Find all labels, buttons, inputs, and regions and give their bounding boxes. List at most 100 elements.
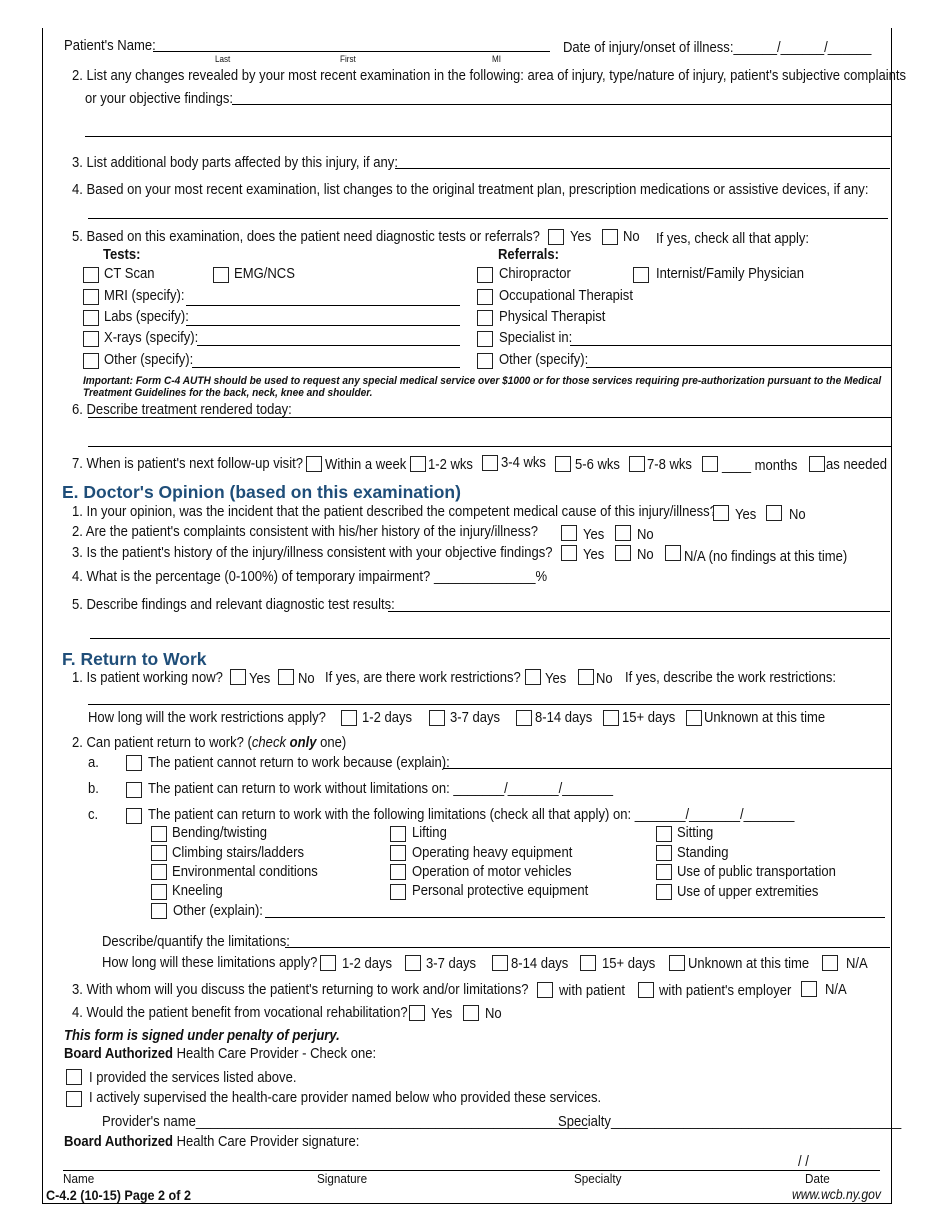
upper-extremities-checkbox[interactable] bbox=[656, 884, 672, 900]
q6-field-2[interactable] bbox=[88, 446, 892, 447]
lim-3-7-days-checkbox[interactable] bbox=[405, 955, 421, 971]
5-6-wks-checkbox[interactable] bbox=[555, 456, 571, 472]
tests-other-field[interactable] bbox=[192, 367, 460, 368]
public-transport-checkbox[interactable] bbox=[656, 864, 672, 880]
lim-na-checkbox[interactable] bbox=[822, 955, 838, 971]
voc-rehab-yes-checkbox[interactable] bbox=[409, 1005, 425, 1021]
signature-line[interactable] bbox=[63, 1170, 880, 1171]
with-patient-checkbox[interactable] bbox=[537, 982, 553, 998]
referrals-other-field[interactable] bbox=[586, 367, 892, 368]
q4-field[interactable] bbox=[88, 218, 888, 219]
supervised-checkbox[interactable] bbox=[66, 1091, 82, 1107]
lifting-checkbox[interactable] bbox=[390, 826, 406, 842]
signature-date-field[interactable]: / / bbox=[798, 1154, 809, 1170]
sitting-checkbox[interactable] bbox=[656, 826, 672, 842]
f-q1-text: 1. Is patient working now? bbox=[72, 670, 223, 686]
mri-field[interactable] bbox=[186, 305, 460, 306]
option-a-text: The patient cannot return to work becaus… bbox=[148, 755, 450, 771]
motor-vehicles-checkbox[interactable] bbox=[390, 864, 406, 880]
xrays-field[interactable] bbox=[197, 345, 460, 346]
restrictions-field[interactable] bbox=[88, 704, 890, 705]
q6-field[interactable] bbox=[88, 417, 892, 418]
e-q3-no-checkbox[interactable] bbox=[615, 545, 631, 561]
kneeling-checkbox[interactable] bbox=[151, 884, 167, 900]
lim-8-14-days-checkbox[interactable] bbox=[492, 955, 508, 971]
chiropractor-checkbox[interactable] bbox=[477, 267, 493, 283]
q2-field[interactable] bbox=[232, 104, 892, 105]
q2-field-2[interactable] bbox=[85, 136, 892, 137]
ct-scan-checkbox[interactable] bbox=[83, 267, 99, 283]
provided-services-checkbox[interactable] bbox=[66, 1069, 82, 1085]
voc-rehab-no-checkbox[interactable] bbox=[463, 1005, 479, 1021]
e-q3-na-checkbox[interactable] bbox=[665, 545, 681, 561]
physical-therapist-checkbox[interactable] bbox=[477, 310, 493, 326]
q5-yes-checkbox[interactable] bbox=[548, 229, 564, 245]
specialist-field[interactable] bbox=[570, 345, 892, 346]
restr-1-2-days-checkbox[interactable] bbox=[341, 710, 357, 726]
date-of-injury-field[interactable]: Date of injury/onset of illness:______/_… bbox=[563, 40, 872, 56]
within-week-checkbox[interactable] bbox=[306, 456, 322, 472]
climbing-checkbox[interactable] bbox=[151, 845, 167, 861]
provider-name-field[interactable]: Provider's name_________________________… bbox=[102, 1114, 588, 1130]
motor-vehicles-label: Operation of motor vehicles bbox=[412, 864, 572, 880]
labs-field[interactable] bbox=[186, 325, 460, 326]
important-note: Important: Form C-4 AUTH should be used … bbox=[83, 375, 882, 387]
other-explain-checkbox[interactable] bbox=[151, 903, 167, 919]
restr-15-days-checkbox[interactable] bbox=[603, 710, 619, 726]
option-c-checkbox[interactable] bbox=[126, 808, 142, 824]
q3-field[interactable] bbox=[395, 168, 890, 169]
e-q5-field-2[interactable] bbox=[90, 638, 890, 639]
working-yes-checkbox[interactable] bbox=[230, 669, 246, 685]
restr-3-7-days-checkbox[interactable] bbox=[429, 710, 445, 726]
mri-checkbox[interactable] bbox=[83, 289, 99, 305]
lim-1-2-days-checkbox[interactable] bbox=[320, 955, 336, 971]
with-employer-checkbox[interactable] bbox=[638, 982, 654, 998]
restr-unknown-checkbox[interactable] bbox=[686, 710, 702, 726]
restrictions-no-checkbox[interactable] bbox=[578, 669, 594, 685]
tests-other-checkbox[interactable] bbox=[83, 353, 99, 369]
e-q1-no-checkbox[interactable] bbox=[766, 505, 782, 521]
1-2-wks-checkbox[interactable] bbox=[410, 456, 426, 472]
restr-8-14-days-checkbox[interactable] bbox=[516, 710, 532, 726]
form-id: C-4.2 (10-15) Page 2 of 2 bbox=[46, 1187, 191, 1203]
working-no-checkbox[interactable] bbox=[278, 669, 294, 685]
standing-checkbox[interactable] bbox=[656, 845, 672, 861]
e-q3-yes-checkbox[interactable] bbox=[561, 545, 577, 561]
restrictions-yes-checkbox[interactable] bbox=[525, 669, 541, 685]
option-a-field[interactable] bbox=[443, 768, 892, 769]
occupational-therapist-checkbox[interactable] bbox=[477, 289, 493, 305]
e-q1-yes-checkbox[interactable] bbox=[713, 505, 729, 521]
months-checkbox[interactable] bbox=[702, 456, 718, 472]
specialty-field[interactable]: Specialty_______________________________… bbox=[558, 1114, 902, 1130]
ct-scan-label: CT Scan bbox=[104, 266, 155, 282]
describe-limitations-field[interactable] bbox=[285, 947, 890, 948]
e-q2-no-checkbox[interactable] bbox=[615, 525, 631, 541]
lim-15-days-checkbox[interactable] bbox=[580, 955, 596, 971]
ppe-checkbox[interactable] bbox=[390, 884, 406, 900]
as-needed-checkbox[interactable] bbox=[809, 456, 825, 472]
labs-checkbox[interactable] bbox=[83, 310, 99, 326]
option-a-checkbox[interactable] bbox=[126, 755, 142, 771]
heavy-equipment-checkbox[interactable] bbox=[390, 845, 406, 861]
environmental-checkbox[interactable] bbox=[151, 864, 167, 880]
referrals-other-checkbox[interactable] bbox=[477, 353, 493, 369]
lim-unknown-checkbox[interactable] bbox=[669, 955, 685, 971]
xrays-checkbox[interactable] bbox=[83, 331, 99, 347]
chiropractor-label: Chiropractor bbox=[499, 266, 571, 282]
emg-ncs-checkbox[interactable] bbox=[213, 267, 229, 283]
other-explain-field[interactable] bbox=[265, 917, 885, 918]
specialist-checkbox[interactable] bbox=[477, 331, 493, 347]
option-b-checkbox[interactable] bbox=[126, 782, 142, 798]
7-8-wks-checkbox[interactable] bbox=[629, 456, 645, 472]
internist-checkbox[interactable] bbox=[633, 267, 649, 283]
q5-no-checkbox[interactable] bbox=[602, 229, 618, 245]
website-link[interactable]: www.wcb.ny.gov bbox=[792, 1187, 881, 1202]
e-q2-yes-checkbox[interactable] bbox=[561, 525, 577, 541]
e-q5-field[interactable] bbox=[388, 611, 890, 612]
e-q4-text[interactable]: 4. What is the percentage (0-100%) of te… bbox=[72, 569, 548, 585]
discuss-na-checkbox[interactable] bbox=[801, 981, 817, 997]
bending-checkbox[interactable] bbox=[151, 826, 167, 842]
patient-name-field[interactable] bbox=[153, 51, 550, 52]
tests-other-label: Other (specify): bbox=[104, 352, 194, 368]
3-4-wks-checkbox[interactable] bbox=[482, 455, 498, 471]
